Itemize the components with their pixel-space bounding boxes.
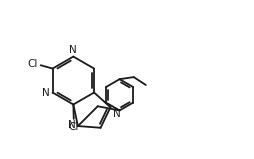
Text: Cl: Cl: [27, 59, 37, 69]
Text: N: N: [69, 45, 77, 55]
Text: N: N: [42, 87, 50, 97]
Text: N: N: [113, 109, 120, 119]
Text: N: N: [67, 120, 75, 130]
Text: Cl: Cl: [68, 122, 79, 132]
